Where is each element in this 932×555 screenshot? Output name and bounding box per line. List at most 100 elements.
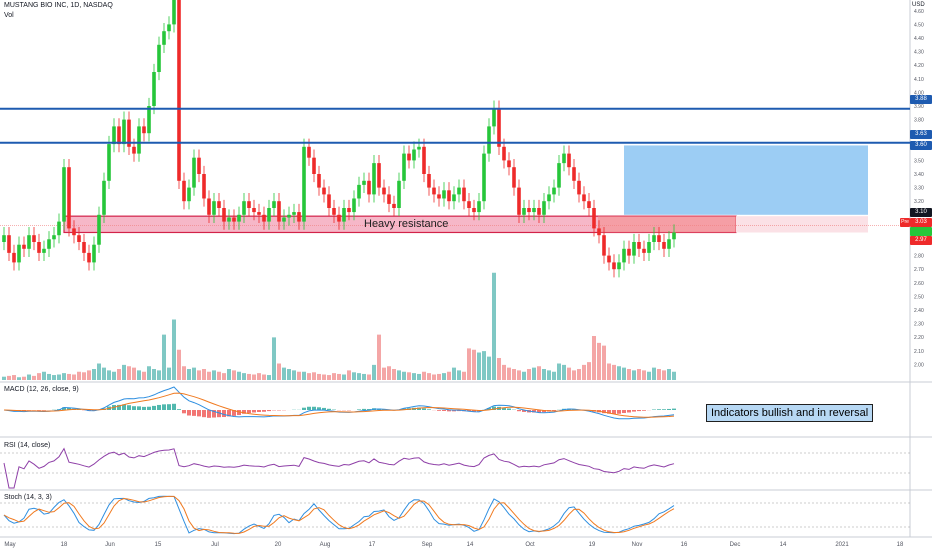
candle-body	[252, 208, 256, 212]
candle-body	[262, 215, 266, 222]
candle-body	[367, 181, 371, 195]
price-tick-label: 2.80	[914, 254, 924, 260]
volume-bar	[42, 372, 46, 380]
volume-bar	[277, 364, 281, 381]
candle-body	[387, 194, 391, 204]
macd-hist-bar	[157, 405, 161, 410]
candle-body	[2, 235, 6, 242]
candle-body	[402, 154, 406, 181]
candle-body	[137, 126, 141, 153]
candle-body	[482, 154, 486, 202]
volume-bar	[187, 369, 191, 380]
candle-body	[27, 235, 31, 249]
price-tick-label: 4.40	[914, 36, 924, 42]
time-tick-label: 20	[275, 542, 282, 548]
volume-bar	[182, 366, 186, 380]
macd-hist-bar	[672, 409, 676, 410]
candle-body	[607, 256, 611, 263]
price-label-box-top: 3.10	[910, 208, 932, 217]
price-tick-label: 2.70	[914, 267, 924, 273]
volume-bar	[157, 370, 161, 380]
volume-bar	[142, 372, 146, 380]
volume-bar	[32, 376, 36, 380]
volume-bar	[192, 368, 196, 380]
price-tick-label: 2.40	[914, 308, 924, 314]
volume-bar	[247, 374, 251, 380]
candle-body	[142, 126, 146, 133]
candle-body	[22, 245, 26, 249]
macd-hist-bar	[427, 409, 431, 410]
macd-hist-bar	[162, 404, 166, 410]
candle-body	[512, 167, 516, 187]
candle-body	[477, 201, 481, 212]
candle-body	[97, 215, 101, 245]
candle-body	[422, 147, 426, 174]
price-tick-label: 3.20	[914, 199, 924, 205]
candle-body	[522, 208, 526, 215]
macd-hist-bar	[192, 410, 196, 416]
volume-bar	[627, 369, 631, 380]
candle-body	[587, 201, 591, 208]
time-tick-label: Jul	[211, 542, 219, 548]
volume-bar	[537, 366, 541, 380]
candle-body	[497, 109, 501, 147]
candle-body	[122, 120, 126, 144]
candle-body	[217, 201, 221, 208]
volume-bar	[482, 351, 486, 380]
macd-hist-bar	[127, 405, 131, 410]
candle-body	[412, 150, 416, 161]
candle-body	[567, 154, 571, 168]
candle-body	[342, 208, 346, 222]
candle-body	[17, 245, 21, 263]
price-label-green	[910, 227, 932, 236]
candle-body	[437, 194, 441, 198]
volume-bar	[587, 362, 591, 380]
macd-hist-bar	[132, 406, 136, 410]
candle-body	[542, 201, 546, 215]
time-tick-label: Dec	[730, 542, 741, 548]
volume-bar	[342, 375, 346, 381]
volume-bar	[297, 372, 301, 380]
volume-bar	[612, 365, 616, 380]
candle-body	[527, 208, 531, 212]
volume-bar	[202, 369, 206, 380]
time-tick-label: 19	[589, 542, 596, 548]
volume-bar	[332, 373, 336, 380]
candle-body	[307, 147, 311, 158]
candle-body	[182, 181, 186, 201]
macd-hist-bar	[202, 410, 206, 417]
candle-body	[672, 232, 676, 239]
volume-bar	[652, 368, 656, 380]
candle-body	[657, 235, 661, 242]
volume-bar	[312, 372, 316, 380]
candle-body	[517, 188, 521, 215]
volume-bar	[527, 369, 531, 380]
volume-bar	[322, 375, 326, 381]
volume-bar	[87, 370, 91, 380]
time-tick-label: 14	[780, 542, 787, 548]
candle-body	[117, 126, 121, 144]
candle-body	[462, 188, 466, 202]
macd-hist-bar	[167, 404, 171, 410]
macd-hist-bar	[182, 410, 186, 413]
volume-bar	[327, 375, 331, 380]
candle-body	[297, 212, 301, 222]
volume-bar	[267, 375, 271, 380]
macd-hist-bar	[172, 404, 176, 410]
candle-body	[507, 160, 511, 167]
volume-bar	[307, 373, 311, 380]
volume-bar	[437, 374, 441, 380]
candle-body	[67, 167, 71, 228]
candle-body	[62, 167, 66, 221]
candle-body	[442, 190, 446, 198]
volume-bar	[572, 370, 576, 380]
volume-bar	[567, 368, 571, 380]
candle-body	[107, 144, 111, 181]
price-tick-label: 2.50	[914, 294, 924, 300]
candle-body	[237, 215, 241, 222]
price-label-pre: 3.03	[910, 218, 932, 227]
volume-bar	[452, 368, 456, 380]
candle-body	[337, 215, 341, 222]
